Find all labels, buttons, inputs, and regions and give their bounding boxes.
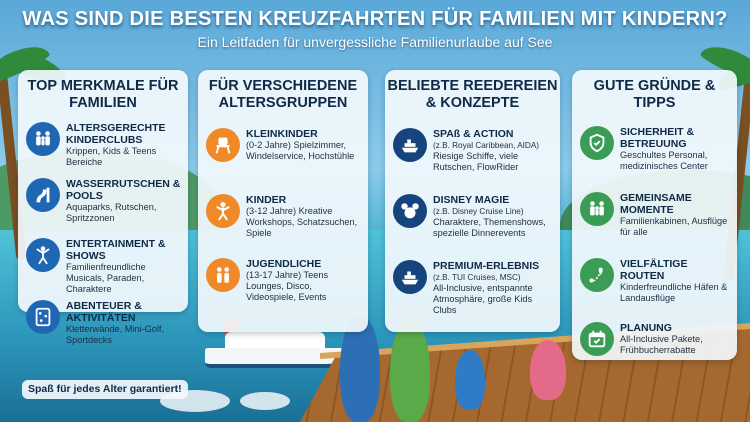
panel-top-features: TOP MERKMALE FÜR FAMILIEN ALTERSGERECHTE… — [18, 70, 188, 345]
panel-title: BELIEBTE REEDEREIEN & KONZEPTE — [387, 78, 558, 111]
panel-cruise-lines: BELIEBTE REEDEREIEN & KONZEPTE SPAß & AC… — [385, 70, 560, 332]
list-item: ALTERSGERECHTE KINDERCLUBS Krippen, Kids… — [26, 122, 182, 168]
panel-title: GUTE GRÜNDE & TIPPS — [593, 78, 716, 111]
list-item: GEMEINSAME MOMENTE Familienkabinen, Ausf… — [580, 192, 731, 238]
list-item: JUGENDLICHE (13-17 Jahre) Teens Lounges,… — [206, 258, 362, 303]
waterslide-icon — [26, 178, 60, 212]
highchair-icon — [206, 128, 240, 162]
list-item: KINDER (3-12 Jahre) Kreative Workshops, … — [206, 194, 362, 239]
list-item: PLANUNG All-Inclusive Pakete, Frühbucher… — [580, 322, 731, 356]
family-icon — [26, 122, 60, 156]
list-item: DISNEY MAGIE (z.B. Disney Cruise Line) C… — [393, 194, 554, 239]
page-subtitle: Ein Leitfaden für unvergessliche Familie… — [197, 34, 553, 50]
list-item: SICHERHEIT & BETREUUNG Geschultes Person… — [580, 126, 731, 172]
calendar-icon — [580, 322, 614, 356]
panel-title: TOP MERKMALE FÜR FAMILIEN — [27, 78, 179, 111]
tagline: Spaß für jedes Alter garantiert! — [22, 380, 188, 399]
child-icon — [206, 194, 240, 228]
list-item: PREMIUM-ERLEBNIS (z.B. TUI Cruises, MSC)… — [393, 260, 554, 316]
climbing-icon — [26, 300, 60, 334]
mouse-ears-icon — [393, 194, 427, 228]
list-item: VIELFÄLTIGE ROUTEN Kinderfreundliche Häf… — [580, 258, 731, 304]
page-title: WAS SIND DIE BESTEN KREUZFAHRTEN FÜR FAM… — [22, 8, 728, 30]
ship-icon — [393, 128, 427, 162]
panel-age-groups: FÜR VERSCHIEDENE ALTERSGRUPPEN KLEINKIND… — [198, 70, 368, 332]
route-icon — [580, 258, 614, 292]
teens-icon — [206, 258, 240, 292]
shield-check-icon — [580, 126, 614, 160]
panel-title: FÜR VERSCHIEDENE ALTERSGRUPPEN — [208, 78, 358, 111]
list-item: SPAß & ACTION (z.B. Royal Caribbean, AID… — [393, 128, 554, 173]
list-item: ENTERTAINMENT & SHOWS Familienfreundlich… — [26, 238, 182, 295]
family-icon — [580, 192, 614, 226]
list-item: ABENTEUER & AKTIVITÄTEN Kletterwände, Mi… — [26, 300, 182, 346]
list-item: KLEINKINDER (0-2 Jahre) Spielzimmer, Win… — [206, 128, 362, 162]
list-item: WASSERRUTSCHEN & POOLS Aquaparks, Rutsch… — [26, 178, 182, 224]
ship-icon — [393, 260, 427, 294]
panel-reasons-tips: GUTE GRÜNDE & TIPPS SICHERHEIT & BETREUU… — [572, 70, 737, 360]
show-icon — [26, 238, 60, 272]
